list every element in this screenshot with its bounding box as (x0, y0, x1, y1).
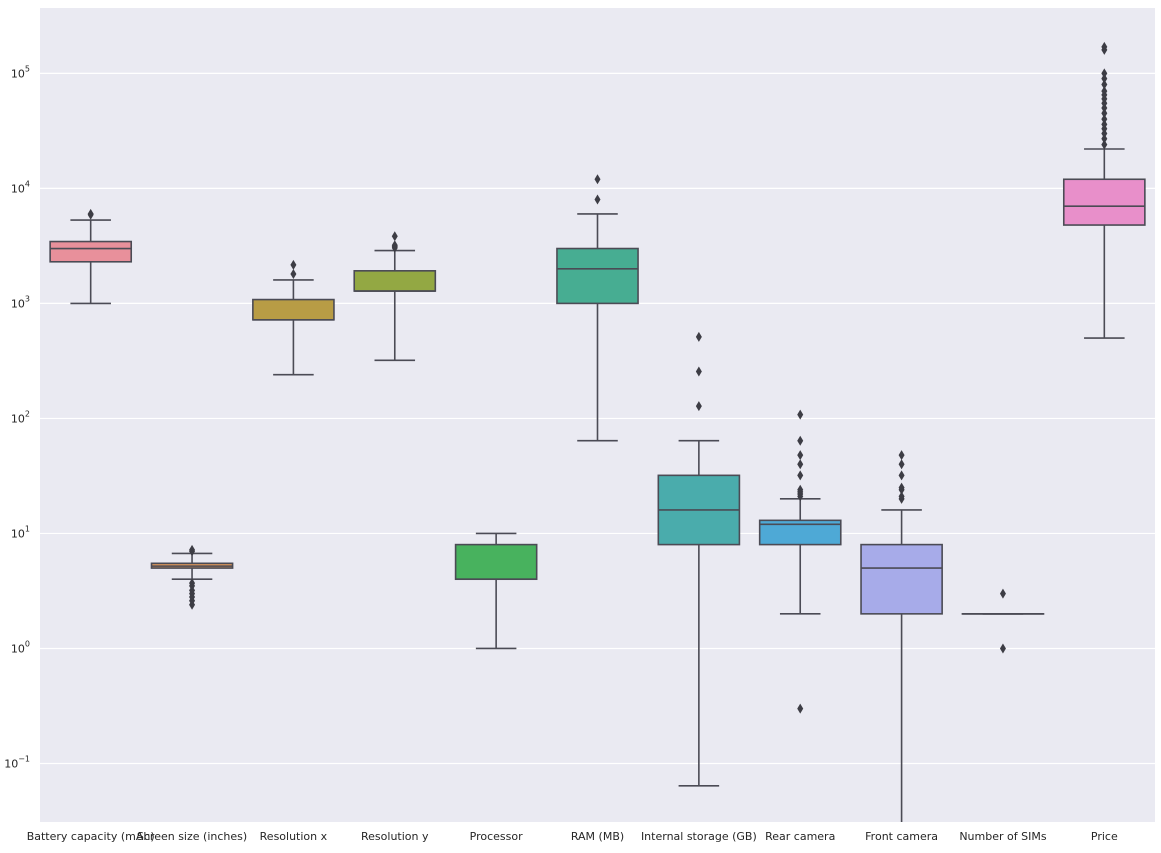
x-tick-label: Resolution y (361, 830, 429, 843)
x-tick-label: Screen size (inches) (137, 830, 247, 843)
y-tick-label: 102 (11, 409, 30, 425)
y-tick-label: 105 (11, 64, 30, 80)
x-axis: Battery capacity (mAh)Screen size (inche… (27, 830, 1118, 843)
x-tick-label: Rear camera (765, 830, 835, 843)
box-iqr (861, 545, 942, 614)
x-tick-label: Price (1091, 830, 1118, 843)
x-tick-label: Number of SIMs (959, 830, 1047, 843)
y-tick-label: 101 (11, 524, 30, 540)
x-tick-label: Processor (470, 830, 523, 843)
x-tick-label: Resolution x (260, 830, 328, 843)
y-tick-label: 104 (11, 179, 30, 195)
x-tick-label: Front camera (865, 830, 938, 843)
box-iqr (354, 271, 435, 291)
box-iqr (456, 545, 537, 580)
y-tick-label: 100 (11, 639, 30, 655)
box-iqr (1064, 179, 1145, 225)
x-tick-label: Battery capacity (mAh) (27, 830, 155, 843)
box-iqr (253, 300, 334, 320)
x-tick-label: RAM (MB) (571, 830, 624, 843)
box-iqr (50, 242, 131, 262)
y-tick-label: 103 (11, 294, 30, 310)
box-iqr (557, 249, 638, 304)
y-tick-label: 10−1 (4, 754, 30, 770)
y-axis: 10−1 100 101 102 103 104 105 (4, 64, 30, 770)
x-tick-label: Internal storage (GB) (641, 830, 757, 843)
